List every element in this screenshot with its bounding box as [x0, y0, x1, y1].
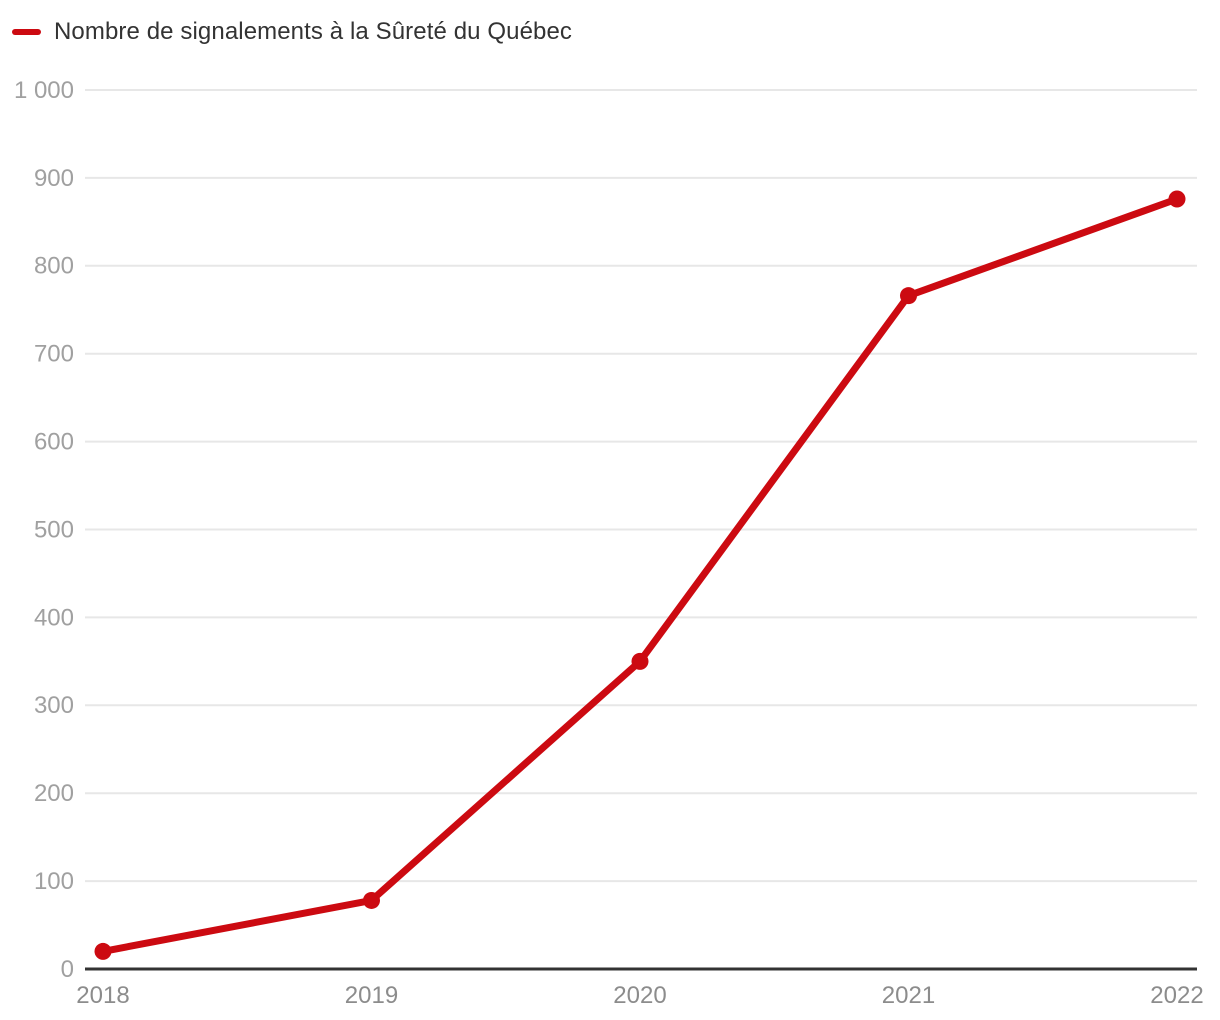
y-tick-label: 500 [34, 516, 74, 543]
data-point [631, 652, 649, 670]
x-tick-label: 2021 [882, 982, 935, 1009]
legend-label: Nombre de signalements à la Sûreté du Qu… [54, 18, 573, 45]
x-tick-label: 2022 [1150, 982, 1203, 1009]
data-point [1168, 190, 1186, 208]
x-tick-label: 2019 [345, 982, 398, 1009]
y-tick-label: 400 [34, 604, 74, 631]
x-tick-label: 2018 [76, 982, 129, 1009]
y-tick-label: 100 [34, 868, 74, 895]
data-point [900, 287, 917, 305]
legend: Nombre de signalements à la Sûreté du Qu… [12, 18, 572, 46]
y-tick-label: 600 [34, 429, 74, 456]
data-point [94, 942, 112, 960]
y-tick-label: 800 [34, 253, 74, 280]
data-point [363, 891, 380, 909]
y-tick-label: 0 [61, 956, 74, 983]
data-line [99, 195, 1181, 955]
legend-line-swatch [12, 29, 41, 35]
y-tick-label: 200 [34, 780, 74, 807]
y-tick-label: 300 [34, 692, 74, 719]
y-tick-label: 1 000 [14, 77, 74, 104]
y-tick-label: 700 [34, 341, 74, 368]
x-tick-label: 2020 [613, 982, 666, 1009]
y-tick-label: 900 [34, 165, 74, 192]
